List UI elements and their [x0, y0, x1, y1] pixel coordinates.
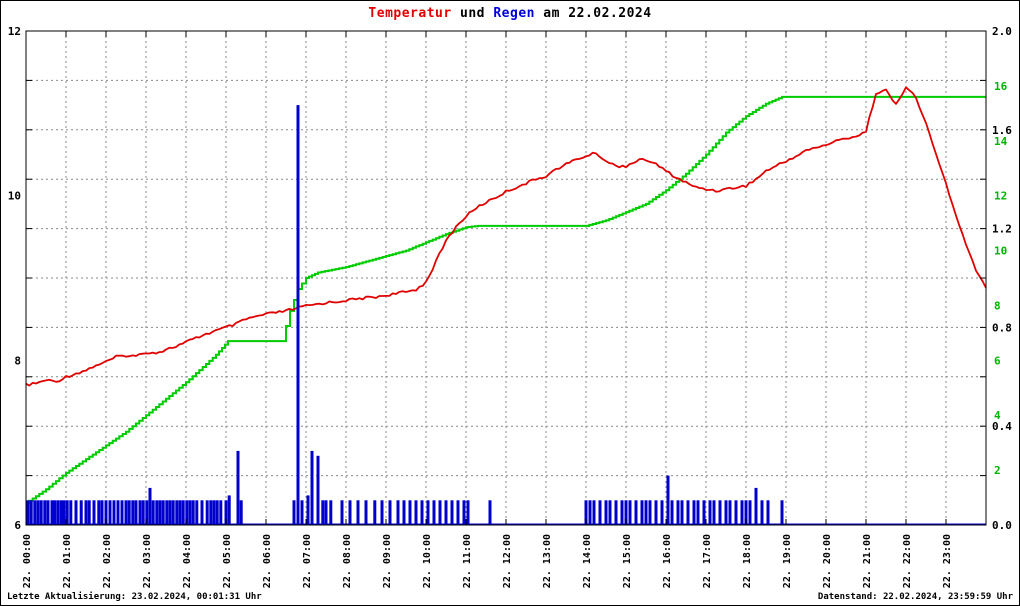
right-rain-axis-tick-label: 1.2 — [992, 223, 1012, 236]
right-rainsum-axis-tick-label: 12 — [994, 190, 1007, 203]
left-axis-tick-label: 8 — [14, 354, 21, 367]
title-rain-word: Regen — [493, 6, 535, 21]
x-axis-tick-label: 22. 13:00 — [542, 534, 553, 588]
right-rain-axis-tick-label: 0.8 — [992, 321, 1012, 334]
right-rainsum-axis-tick-label: 14 — [994, 135, 1008, 148]
right-rain-axis-tick-label: 0.4 — [992, 420, 1012, 433]
right-rain-axis-tick-label: 0.0 — [992, 519, 1012, 532]
x-axis-tick-label: 22. 14:00 — [582, 534, 593, 588]
right-rainsum-axis-tick-label: 16 — [994, 80, 1008, 93]
rain-sum-line — [26, 95, 986, 504]
rain-bars — [26, 105, 986, 525]
title-date: am 22.02.2024 — [534, 6, 652, 21]
left-axis-tick-label: 10 — [8, 190, 21, 203]
title-und-word: und — [451, 6, 494, 21]
x-axis-tick-label: 22. 11:00 — [462, 534, 473, 588]
right-rain-axis-tick-label: 1.6 — [992, 124, 1012, 137]
x-axis-tick-label: 22. 02:00 — [102, 534, 113, 588]
x-axis-tick-label: 22. 01:00 — [62, 534, 73, 588]
plot-border — [25, 30, 987, 526]
x-axis-tick-label: 22. 15:00 — [622, 534, 633, 588]
title-temperature-word: Temperatur — [368, 6, 452, 21]
x-axis-tick-label: 22. 16:00 — [662, 534, 673, 588]
x-axis-tick-label: 22. 10:00 — [422, 534, 433, 588]
x-axis-tick-label: 22. 12:00 — [502, 534, 513, 588]
left-axis-tick-label: 6 — [14, 519, 21, 532]
right-rainsum-axis-tick-label: 8 — [994, 299, 1001, 312]
x-axis-tick-label: 22. 17:00 — [702, 534, 713, 588]
x-axis-tick-label: 22. 08:00 — [342, 534, 353, 588]
x-axis-tick-label: 22. 06:00 — [262, 534, 273, 588]
x-axis-tick-label: 22. 03:00 — [142, 534, 153, 588]
temperature-line — [25, 86, 987, 387]
data-state-text: Datenstand: 22.02.2024, 23:59:59 Uhr — [817, 592, 1013, 602]
x-axis-tick-label: 22. 05:00 — [222, 534, 233, 588]
axis-labels: 6 8 10 12 0.0 0.4 0.8 1.2 1.6 2.0 2 4 6 8 10 12 14 16 22. … — [8, 25, 1012, 588]
last-update-text: Letzte Aktualisierung: 23.02.2024, 00:01… — [7, 592, 262, 602]
right-rainsum-axis-tick-label: 2 — [994, 464, 1001, 477]
x-axis-tick-label: 22. 18:00 — [742, 534, 753, 588]
right-rainsum-axis-tick-label: 10 — [994, 245, 1007, 258]
x-axis-tick-label: 22. 22:00 — [902, 534, 913, 588]
x-axis-tick-label: 22. 07:00 — [302, 534, 313, 588]
left-axis-tick-label: 12 — [8, 25, 21, 38]
right-rain-axis-tick-label: 2.0 — [992, 25, 1012, 38]
x-axis-tick-label: 22. 20:00 — [822, 534, 833, 588]
right-rainsum-axis-tick-label: 4 — [994, 409, 1001, 422]
x-axis-tick-label: 22. 19:00 — [782, 534, 793, 588]
right-rainsum-axis-tick-label: 6 — [994, 354, 1001, 367]
x-axis-tick-label: 22. 09:00 — [382, 534, 393, 588]
grid-lines — [26, 31, 986, 525]
chart-title: Temperatur und Regen am 22.02.2024 — [1, 6, 1019, 21]
x-axis-tick-label: 22. 21:00 — [862, 534, 873, 588]
x-axis-tick-label: 22. 00:00 — [22, 534, 33, 588]
x-axis-tick-label: 22. 04:00 — [182, 534, 193, 588]
x-axis-tick-label: 22. 23:00 — [942, 534, 953, 588]
